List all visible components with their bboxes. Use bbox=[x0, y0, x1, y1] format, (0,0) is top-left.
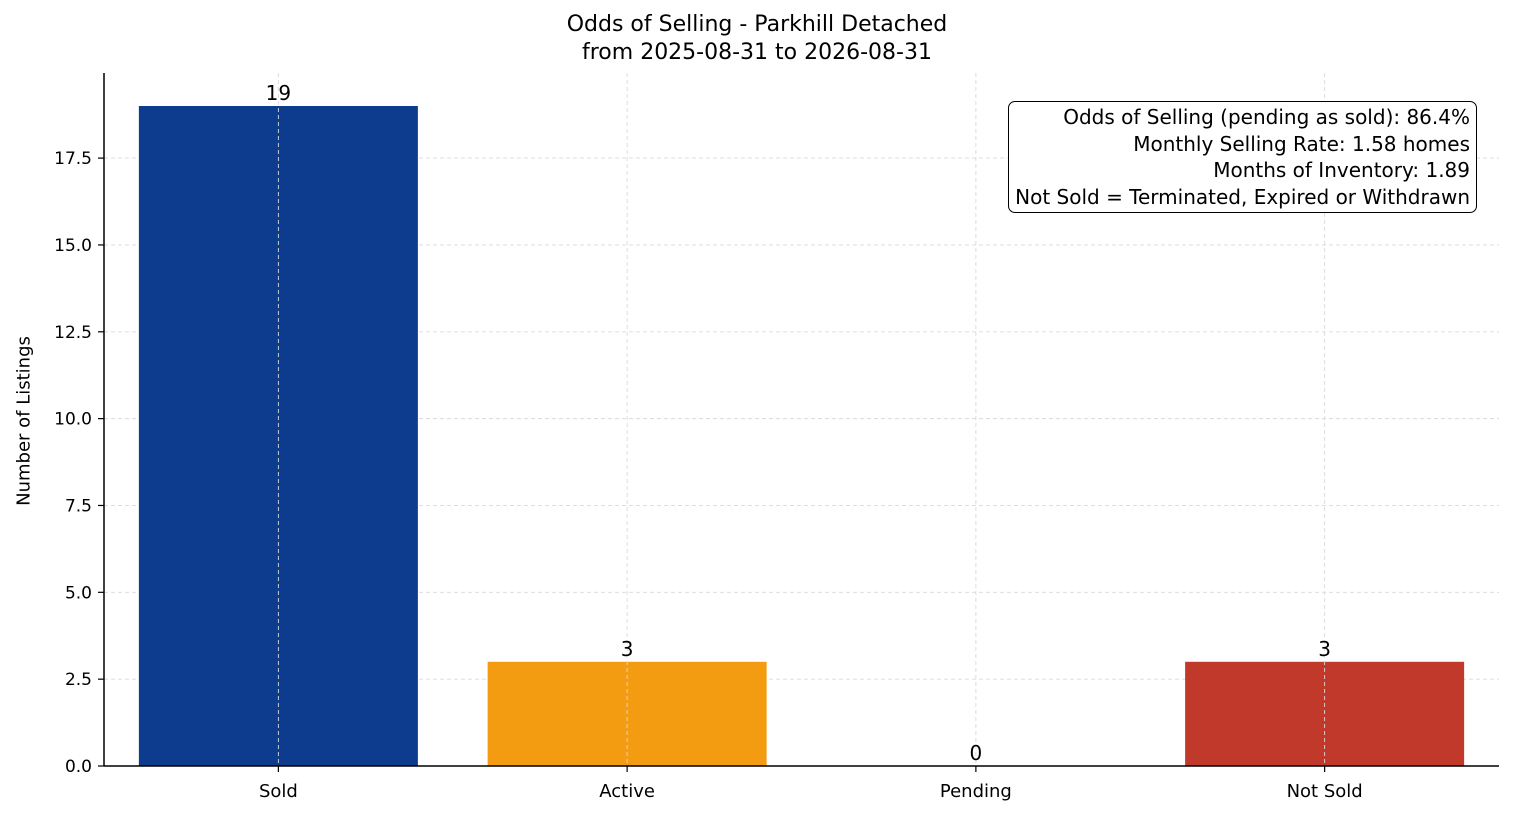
x-tick-label: Not Sold bbox=[1287, 781, 1363, 802]
chart-title: Odds of Selling - Parkhill Detached bbox=[566, 12, 948, 37]
chart-subtitle: from 2025-08-31 to 2026-08-31 bbox=[582, 40, 932, 65]
y-tick-label: 7.5 bbox=[65, 496, 92, 516]
y-tick-label: 10.0 bbox=[54, 410, 92, 430]
info-selling-rate: Monthly Selling Rate: 1.58 homes bbox=[1133, 131, 1470, 156]
data-label: 3 bbox=[1318, 637, 1331, 661]
data-label: 19 bbox=[266, 81, 291, 105]
x-tick-label: Active bbox=[599, 781, 655, 802]
info-months-inventory: Months of Inventory: 1.89 bbox=[1213, 158, 1470, 182]
y-tick-label: 15.0 bbox=[54, 236, 92, 256]
data-label: 3 bbox=[621, 637, 634, 661]
y-tick-label: 5.0 bbox=[65, 583, 92, 603]
data-label: 0 bbox=[970, 741, 983, 765]
y-tick-label: 12.5 bbox=[54, 323, 92, 343]
info-not-sold-note: Not Sold = Terminated, Expired or Withdr… bbox=[1015, 184, 1470, 209]
x-tick-label: Sold bbox=[259, 781, 298, 802]
x-tick-label: Pending bbox=[940, 781, 1012, 802]
info-odds: Odds of Selling (pending as sold): 86.4% bbox=[1063, 105, 1470, 129]
y-tick-label: 0.0 bbox=[65, 757, 92, 777]
y-tick-label: 2.5 bbox=[65, 670, 92, 690]
y-tick-label: 17.5 bbox=[54, 149, 92, 169]
bar-sold bbox=[138, 106, 418, 766]
info-box: Odds of Selling (pending as sold): 86.4%… bbox=[1008, 101, 1477, 213]
